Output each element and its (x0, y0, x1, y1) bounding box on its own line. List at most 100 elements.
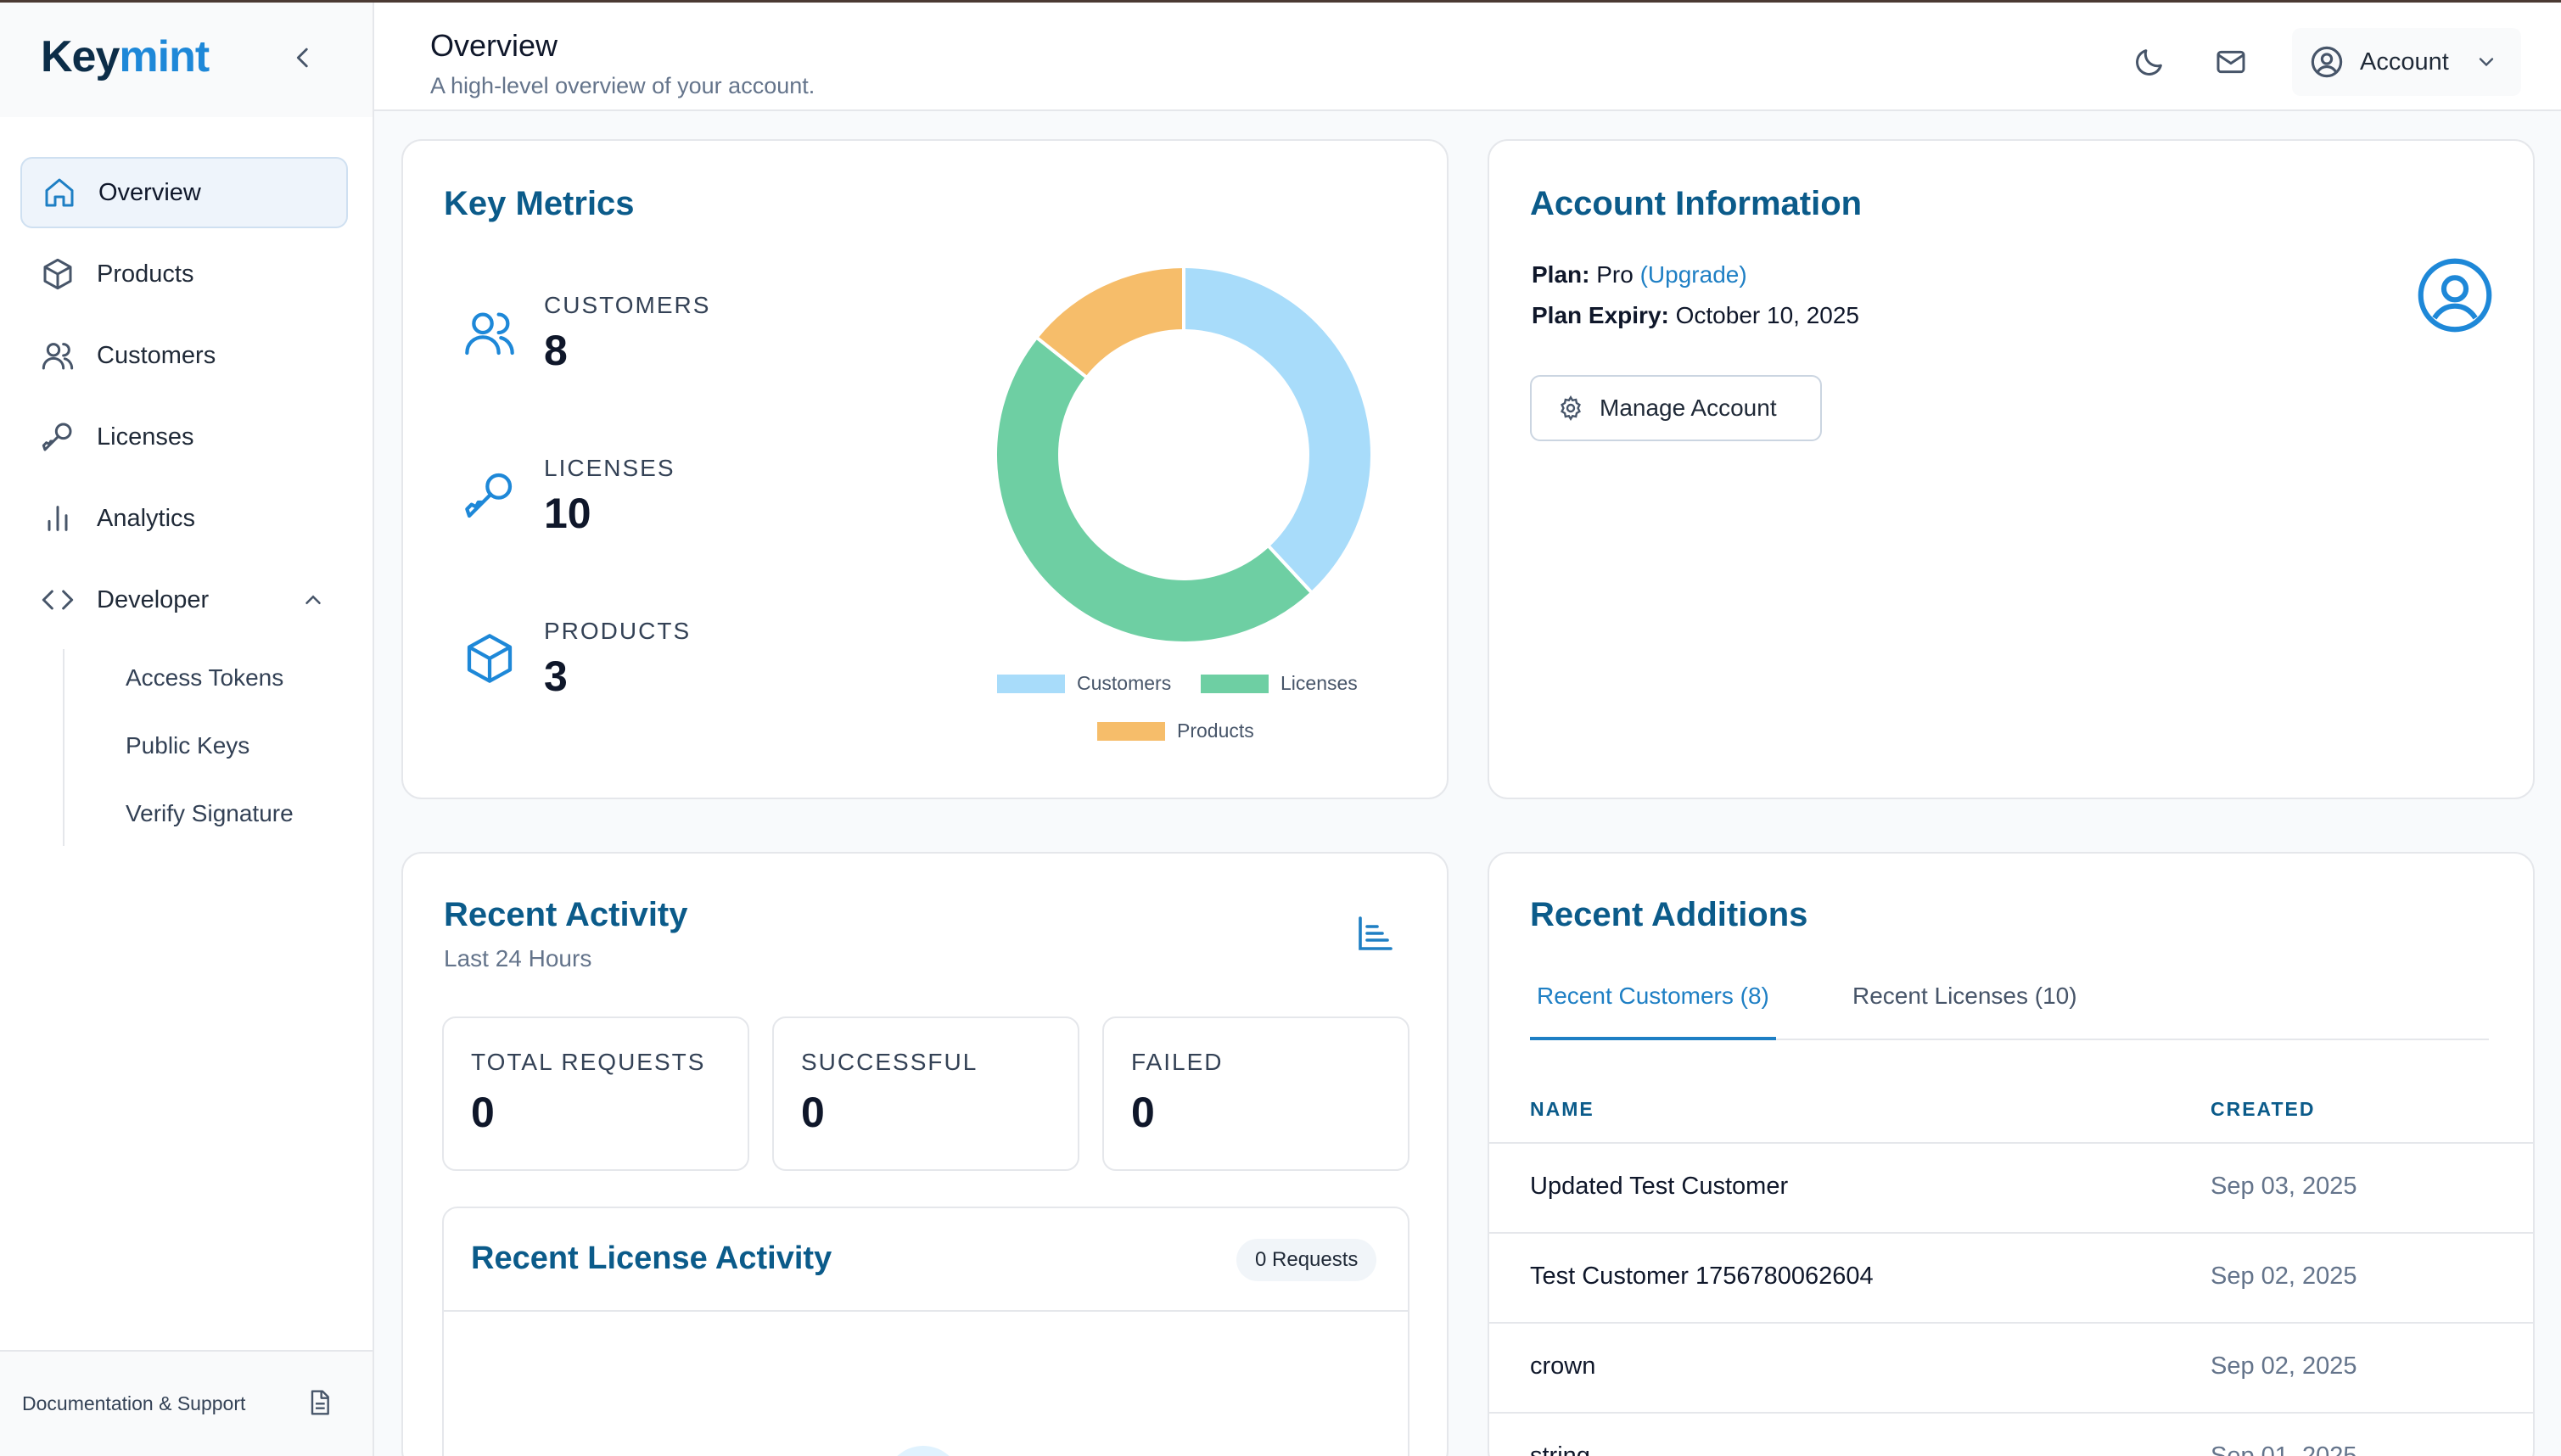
recent-additions-tabs: Recent Customers (8) Recent Licenses (10… (1530, 981, 2489, 1040)
sidebar-subitem-verify-signature[interactable]: Verify Signature (126, 800, 294, 826)
tab-recent-customers[interactable]: Recent Customers (8) (1530, 981, 1776, 1040)
donut-slice-products[interactable] (1034, 264, 1185, 380)
donut-slice-customers[interactable] (1182, 264, 1374, 596)
key-metrics-title: Key Metrics (444, 185, 635, 222)
gear-icon (1561, 395, 1581, 421)
analytics-chart-icon[interactable] (1355, 913, 1396, 954)
plan-expiry-value: October 10, 2025 (1675, 302, 1859, 328)
page-title: Overview (430, 28, 558, 63)
legend-item-customers[interactable]: Customers (997, 672, 1171, 695)
chevron-down-icon (2479, 58, 2494, 67)
bar-chart-icon (48, 506, 68, 531)
code-icon (42, 590, 74, 610)
sidebar-item-label: Licenses (97, 423, 194, 451)
sidebar-item-label: Developer (97, 585, 210, 613)
sidebar-item-label: Overview (98, 178, 201, 206)
cell-name: Updated Test Customer (1530, 1173, 1789, 1200)
dark-mode-moon-icon[interactable] (2132, 45, 2166, 79)
recent-license-activity-header: Recent License Activity 0 Requests (444, 1208, 1408, 1312)
stat-value: 0 (801, 1089, 825, 1136)
plan-expiry-line: Plan Expiry: October 10, 2025 (1532, 302, 1859, 329)
sidebar-item-customers[interactable]: Customers (20, 320, 348, 391)
sidebar-item-analytics[interactable]: Analytics (20, 483, 348, 554)
subnav-divider (63, 649, 64, 846)
stat-value: 0 (1131, 1089, 1155, 1136)
metric-label: CUSTOMERS (544, 292, 711, 318)
legend-swatch (1097, 721, 1165, 741)
table-row[interactable]: Test Customer 1756780062604 Sep 02, 2025 (1489, 1232, 2533, 1322)
column-header-created[interactable]: CREATED (2211, 1098, 2316, 1120)
sidebar-footer: Documentation & Support (0, 1350, 373, 1456)
brand-area: Keymint (0, 3, 373, 117)
sidebar-item-label: Products (97, 260, 194, 288)
users-icon (42, 343, 74, 370)
page-subtitle: A high-level overview of your account. (430, 73, 815, 98)
cell-name: string (1530, 1442, 1590, 1456)
legend-item-licenses[interactable]: Licenses (1201, 672, 1358, 695)
cell-name: crown (1530, 1352, 1596, 1380)
legend-swatch (997, 674, 1065, 693)
cell-created: Sep 02, 2025 (2211, 1263, 2357, 1290)
recent-activity-title: Recent Activity (444, 896, 688, 933)
home-icon (45, 178, 74, 207)
stat-label: TOTAL REQUESTS (471, 1049, 706, 1075)
cell-created: Sep 01, 2025 (2211, 1442, 2357, 1456)
recent-activity-subtitle: Last 24 Hours (444, 945, 592, 972)
plan-line: Plan: Pro (Upgrade) (1532, 261, 1747, 288)
stat-failed: FAILED 0 (1102, 1016, 1409, 1171)
sidebar-item-overview[interactable]: Overview (20, 157, 348, 228)
key-metrics-card: Key Metrics CUSTOMERS 8 LICENSES 10 PROD… (401, 139, 1449, 799)
account-information-title: Account Information (1530, 185, 1863, 222)
account-label: Account (2360, 48, 2449, 76)
manage-account-button[interactable]: Manage Account (1530, 375, 1822, 441)
stat-label: SUCCESSFUL (801, 1049, 978, 1075)
brand-logo[interactable]: Keymint (41, 32, 210, 81)
mail-icon[interactable] (2214, 45, 2248, 79)
table-row[interactable]: crown Sep 02, 2025 (1489, 1322, 2533, 1412)
top-header: Overview A high-level overview of your a… (374, 3, 2561, 111)
stat-total-requests: TOTAL REQUESTS 0 (442, 1016, 749, 1171)
key-icon (42, 423, 72, 451)
metric-label: PRODUCTS (544, 618, 692, 644)
loading-indicator (885, 1446, 961, 1456)
metric-value-customers: 8 (544, 327, 568, 374)
users-icon (465, 312, 514, 356)
recent-license-activity-panel: Recent License Activity 0 Requests (442, 1207, 1409, 1456)
sidebar-subitem-public-keys[interactable]: Public Keys (126, 732, 250, 759)
collapse-sidebar-icon[interactable] (289, 43, 317, 72)
plan-value: Pro (1596, 261, 1634, 288)
user-circle-icon (2311, 46, 2343, 78)
box-icon (43, 258, 72, 290)
column-header-name[interactable]: NAME (1530, 1098, 1594, 1120)
user-avatar-icon (2418, 258, 2492, 333)
sidebar-item-label: Analytics (97, 504, 196, 532)
upgrade-link[interactable]: (Upgrade) (1639, 261, 1747, 288)
recent-additions-title: Recent Additions (1530, 896, 1808, 933)
stat-successful: SUCCESSFUL 0 (772, 1016, 1079, 1171)
cell-name: Test Customer 1756780062604 (1530, 1263, 1874, 1290)
legend-item-products[interactable]: Products (1097, 720, 1254, 742)
sidebar-item-licenses[interactable]: Licenses (20, 401, 348, 473)
legend-label: Products (1177, 720, 1254, 742)
metrics-donut-chart (994, 264, 1374, 645)
tab-recent-licenses[interactable]: Recent Licenses (10) (1852, 983, 2077, 1009)
chevron-up-icon[interactable] (300, 587, 326, 613)
recent-activity-card: Recent Activity Last 24 Hours TOTAL REQU… (401, 852, 1449, 1456)
account-information-card: Account Information Plan: Pro (Upgrade) … (1488, 139, 2535, 799)
sidebar-subitem-access-tokens[interactable]: Access Tokens (126, 664, 284, 691)
document-icon[interactable] (305, 1389, 333, 1416)
recent-license-activity-title: Recent License Activity (471, 1240, 832, 1276)
metric-value-products: 3 (544, 652, 568, 700)
manage-account-label: Manage Account (1600, 395, 1777, 421)
requests-count-badge: 0 Requests (1236, 1239, 1377, 1281)
account-menu-button[interactable]: Account (2292, 28, 2521, 96)
table-row[interactable]: string Sep 01, 2025 (1489, 1412, 2533, 1456)
recent-additions-card: Recent Additions Recent Customers (8) Re… (1488, 852, 2535, 1456)
stat-label: FAILED (1131, 1049, 1224, 1075)
sidebar-item-developer[interactable]: Developer (20, 564, 348, 636)
documentation-support-link[interactable]: Documentation & Support (22, 1392, 246, 1414)
donut-slice-licenses[interactable] (994, 334, 1314, 645)
sidebar-item-products[interactable]: Products (20, 238, 348, 310)
box-icon (467, 634, 513, 683)
table-row[interactable]: Updated Test Customer Sep 03, 2025 (1489, 1142, 2533, 1232)
